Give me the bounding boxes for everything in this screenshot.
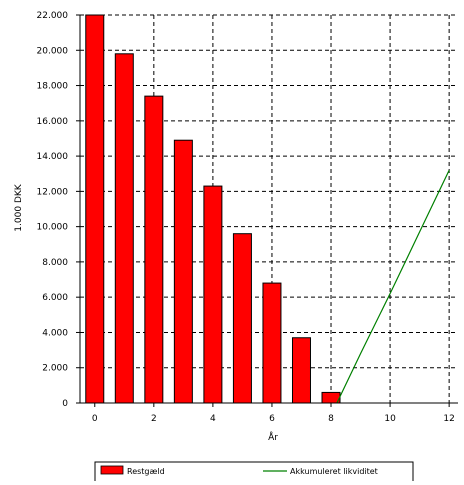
legend-label-bars: Restgæld — [127, 467, 165, 476]
bars-layer — [85, 14, 341, 404]
x-tick-label: 10 — [384, 414, 396, 424]
bar — [262, 282, 282, 404]
ticks-layer: 0 2.000 4.000 6.000 8.000 10.000 12.000 14.000 1… — [37, 11, 455, 424]
bar — [173, 139, 193, 404]
legend: Restgæld Akkumuleret likviditet — [94, 461, 414, 483]
x-tick-label: 0 — [92, 414, 98, 424]
y-tick-label: 2.000 — [42, 364, 68, 374]
bar — [144, 95, 164, 404]
y-tick-label: 12.000 — [37, 187, 69, 197]
y-axis-label: 1.000 DKK — [14, 183, 24, 231]
x-tick-label: 4 — [210, 414, 216, 424]
bar — [232, 233, 252, 404]
y-tick-label: 20.000 — [37, 46, 69, 56]
y-tick-label: 16.000 — [37, 117, 69, 127]
line-layer — [336, 169, 450, 404]
y-tick-label: 4.000 — [42, 328, 68, 338]
x-tick-label: 6 — [269, 414, 275, 424]
y-tick-label: 10.000 — [37, 223, 69, 233]
bar — [85, 14, 105, 404]
x-tick-label: 8 — [328, 414, 334, 424]
y-tick-label: 18.000 — [37, 82, 69, 92]
y-tick-label: 6.000 — [42, 293, 68, 303]
axes-layer — [79, 15, 458, 404]
legend-bar-swatch — [100, 465, 124, 475]
bar — [203, 185, 223, 404]
bar — [291, 337, 311, 404]
line-series — [336, 169, 450, 404]
y-tick-label: 22.000 — [37, 11, 69, 21]
x-tick-label: 12 — [443, 414, 454, 424]
bar — [114, 53, 134, 404]
y-tick-label: 8.000 — [42, 258, 68, 268]
legend-label-line: Akkumuleret likviditet — [290, 467, 378, 476]
x-tick-label: 2 — [151, 414, 157, 424]
y-tick-label: 14.000 — [37, 152, 69, 162]
y-tick-label: 0 — [62, 399, 68, 409]
x-axis-label: År — [268, 431, 278, 443]
